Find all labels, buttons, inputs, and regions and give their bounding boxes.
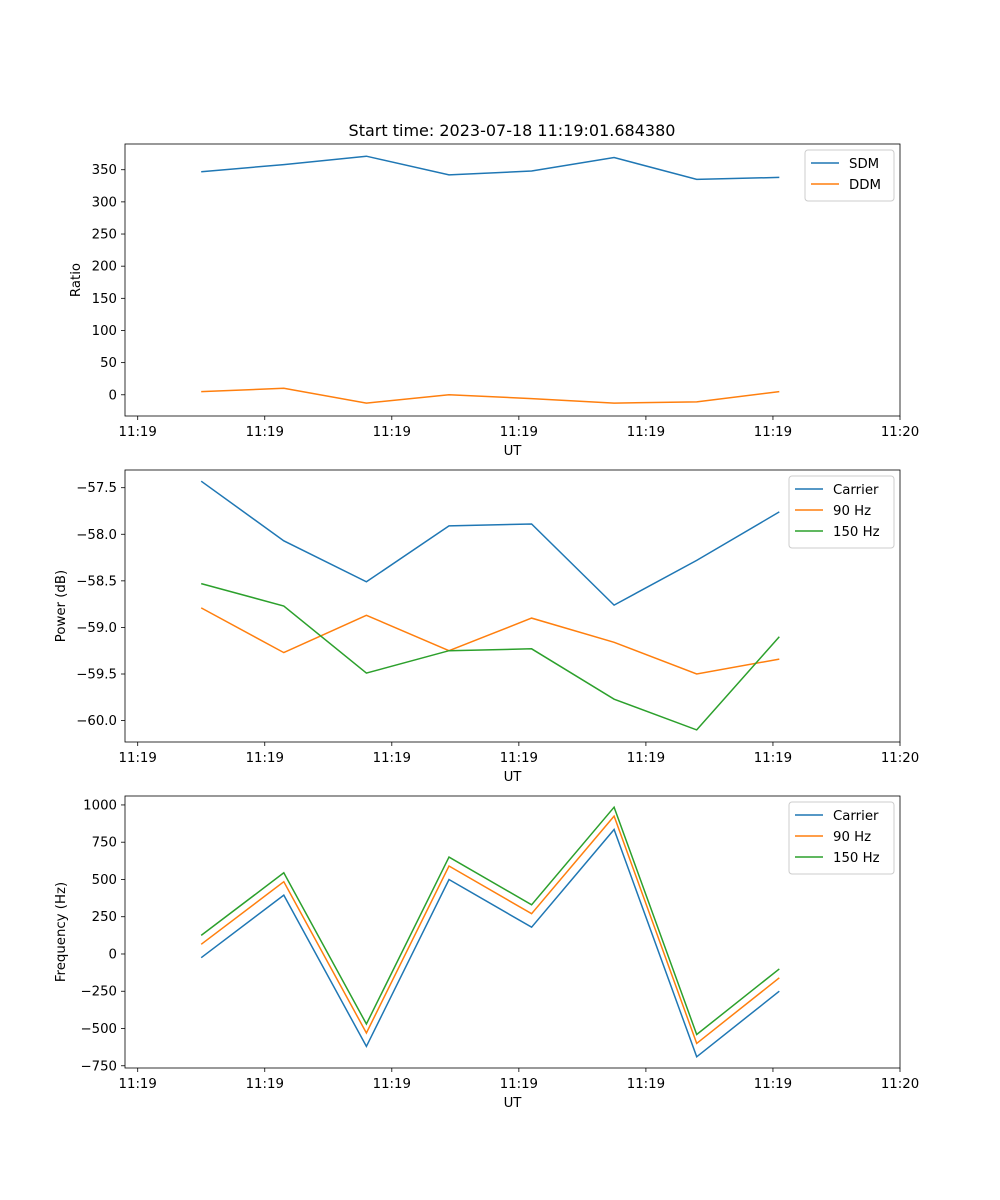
y-tick-label: −59.5 bbox=[76, 668, 117, 683]
legend-label: SDM bbox=[849, 157, 879, 172]
legend-label: 90 Hz bbox=[833, 830, 871, 845]
series-line-ddm bbox=[201, 387, 780, 404]
x-tick-label: 11:19 bbox=[246, 1077, 284, 1092]
x-tick-label: 11:20 bbox=[881, 1077, 919, 1092]
y-tick-label: 350 bbox=[92, 163, 117, 178]
x-axis-label: UT bbox=[504, 1096, 523, 1111]
x-tick-label: 11:19 bbox=[119, 425, 157, 440]
y-tick-label: 250 bbox=[92, 910, 117, 925]
y-tick-label: 0 bbox=[109, 947, 117, 962]
x-tick-label: 11:19 bbox=[754, 425, 792, 440]
x-tick-label: 11:19 bbox=[754, 751, 792, 766]
x-tick-label: 11:19 bbox=[119, 1077, 157, 1092]
series-line-sdm bbox=[201, 155, 780, 181]
frequency-panel: 11:19 11:19 11:19 11:19 11:19 11:19 11:20 1000 7… bbox=[54, 795, 919, 1111]
y-axis-label: Frequency (Hz) bbox=[54, 882, 69, 982]
y-tick-label: −500 bbox=[80, 1022, 117, 1037]
x-tick-label: 11:19 bbox=[500, 425, 538, 440]
y-tick-label: −57.5 bbox=[76, 481, 117, 496]
x-tick-label: 11:19 bbox=[246, 751, 284, 766]
x-tick-label: 11:19 bbox=[627, 1077, 665, 1092]
legend-label: 90 Hz bbox=[833, 504, 871, 519]
series-line-90-hz bbox=[200, 814, 780, 1045]
x-tick-label: 11:19 bbox=[627, 425, 665, 440]
y-tick-label: −60.0 bbox=[76, 714, 117, 729]
y-tick-label: −59.0 bbox=[76, 621, 117, 636]
x-tick-label: 11:19 bbox=[754, 1077, 792, 1092]
y-tick-label: 1000 bbox=[83, 798, 117, 813]
x-tick-label: 11:19 bbox=[373, 1077, 411, 1092]
legend-label: DDM bbox=[849, 178, 881, 193]
y-tick-label: 750 bbox=[92, 836, 117, 851]
y-tick-label: 200 bbox=[92, 260, 117, 275]
axes-frame bbox=[124, 143, 901, 417]
x-tick-label: 11:19 bbox=[246, 425, 284, 440]
y-tick-label: 300 bbox=[92, 195, 117, 210]
ratio-panel: 11:19 11:19 11:19 11:19 11:19 11:19 11:20 0 50 10… bbox=[69, 143, 919, 459]
x-tick-label: 11:19 bbox=[500, 751, 538, 766]
y-tick-label: 250 bbox=[92, 228, 117, 243]
y-tick-label: −750 bbox=[80, 1059, 117, 1074]
x-tick-label: 11:19 bbox=[373, 751, 411, 766]
legend-box bbox=[788, 475, 895, 549]
x-tick-label: 11:19 bbox=[373, 425, 411, 440]
x-tick-label: 11:20 bbox=[881, 751, 919, 766]
x-axis-label: UT bbox=[504, 444, 523, 459]
x-tick-label: 11:19 bbox=[119, 751, 157, 766]
y-axis-label: Ratio bbox=[69, 263, 84, 297]
power-panel: 11:19 11:19 11:19 11:19 11:19 11:19 11:20 −57.5… bbox=[54, 469, 919, 785]
series-line-150-hz bbox=[201, 582, 780, 731]
x-tick-label: 11:19 bbox=[500, 1077, 538, 1092]
axes-frame bbox=[124, 469, 901, 743]
y-tick-label: 0 bbox=[109, 388, 117, 403]
x-tick-label: 11:20 bbox=[881, 425, 919, 440]
y-tick-label: −250 bbox=[80, 985, 117, 1000]
x-axis-label: UT bbox=[504, 770, 523, 785]
series-line-carrier bbox=[200, 828, 780, 1059]
y-tick-label: 500 bbox=[92, 873, 117, 888]
series-line-carrier bbox=[200, 480, 780, 607]
legend-label: 150 Hz bbox=[833, 525, 880, 540]
axes-frame bbox=[124, 795, 901, 1069]
legend-label: 150 Hz bbox=[833, 851, 880, 866]
legend-label: Carrier bbox=[833, 483, 879, 498]
legend-box bbox=[788, 801, 895, 875]
y-tick-label: 50 bbox=[100, 356, 117, 371]
series-line-90-hz bbox=[200, 607, 780, 675]
chart-title: Start time: 2023-07-18 11:19:01.684380 bbox=[349, 121, 676, 140]
x-tick-label: 11:19 bbox=[627, 751, 665, 766]
y-axis-label: Power (dB) bbox=[54, 570, 69, 642]
series-line-150-hz bbox=[200, 805, 780, 1036]
y-tick-label: −58.0 bbox=[76, 528, 117, 543]
y-tick-label: 100 bbox=[92, 324, 117, 339]
legend-label: Carrier bbox=[833, 809, 879, 824]
y-tick-label: 150 bbox=[92, 292, 117, 307]
y-tick-label: −58.5 bbox=[76, 574, 117, 589]
